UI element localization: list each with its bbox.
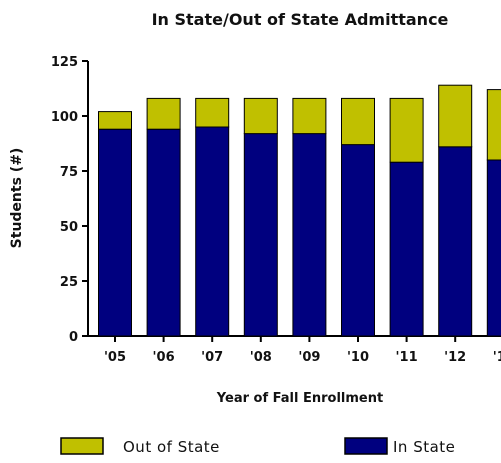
bar-in-state <box>195 126 230 337</box>
bar-in-state <box>292 133 327 337</box>
legend-label-out-of-state: Out of State <box>123 438 220 456</box>
legend-label-in-state: In State <box>393 438 455 456</box>
bar-in-state <box>389 161 424 337</box>
bar-in-state <box>243 133 278 337</box>
bar-in-state <box>98 128 132 337</box>
x-tick-label: '11 <box>396 350 418 365</box>
y-tick-label: 50 <box>60 220 78 235</box>
bar-out-of-state <box>389 97 424 163</box>
legend-swatch-in-state <box>344 437 388 455</box>
x-tick-label: '06 <box>153 350 175 365</box>
y-tick-label: 100 <box>51 110 78 125</box>
y-tick-label: 25 <box>60 275 78 290</box>
bars <box>98 84 501 337</box>
bar-in-state <box>438 146 473 337</box>
x-axis-label: Year of Fall Enrollment <box>216 391 383 406</box>
bar-out-of-state <box>98 111 132 130</box>
y-tick-label: 125 <box>51 55 78 70</box>
x-tick-label: '08 <box>250 350 272 365</box>
legend-swatch-out-of-state <box>60 437 104 455</box>
x-tick-label: '07 <box>201 350 223 365</box>
bar-out-of-state <box>243 97 278 135</box>
bar-out-of-state <box>146 97 181 130</box>
y-tick-label: 75 <box>60 165 78 180</box>
x-tick-label: '09 <box>298 350 320 365</box>
bar-out-of-state <box>195 97 230 128</box>
bar-out-of-state <box>438 84 473 148</box>
bar-in-state <box>146 128 181 337</box>
x-tick-label: '10 <box>347 350 369 365</box>
x-tick-label: '05 <box>104 350 126 365</box>
bar-out-of-state <box>486 89 501 161</box>
bar-out-of-state <box>292 97 327 135</box>
x-tick-label: '13 <box>493 350 501 365</box>
bar-in-state <box>341 144 375 337</box>
x-axis: '05 '06 '07 '08 '09 '10 '11 '12 '13 <box>88 335 501 365</box>
bar-out-of-state <box>341 97 375 146</box>
y-axis-label: Students (#) <box>9 148 25 249</box>
bar-in-state <box>486 159 501 337</box>
chart-title: In State/Out of State Admittance <box>152 10 449 29</box>
y-tick-label: 0 <box>69 330 78 345</box>
y-axis: 0 25 50 75 100 125 <box>51 55 89 345</box>
x-tick-label: '12 <box>444 350 466 365</box>
legend: Out of State In State <box>60 437 455 456</box>
